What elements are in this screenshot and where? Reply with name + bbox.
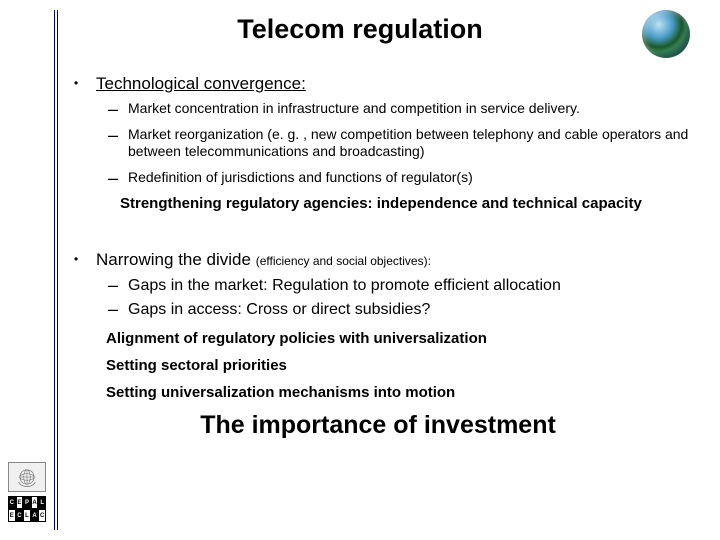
logos: C E P A L E C L A C [8, 462, 50, 522]
bullet-section-1: Technological convergence: [68, 74, 708, 94]
summary-line: Setting universalization mechanisms into… [106, 384, 708, 401]
cepal-letter: C [16, 509, 24, 522]
list-item: Market concentration in infrastructure a… [108, 100, 708, 118]
section1-heading: Technological convergence: [96, 74, 306, 93]
section2-items: Gaps in the market: Regulation to promot… [108, 276, 708, 320]
section2-heading-main: Narrowing the divide [96, 250, 256, 269]
list-item: Redefinition of jurisdictions and functi… [108, 169, 708, 187]
un-logo-icon [8, 462, 46, 492]
list-item: Market reorganization (e. g. , new compe… [108, 126, 708, 161]
globe-icon [642, 10, 690, 58]
summary-line: Setting sectoral priorities [106, 357, 708, 374]
cepal-letter: L [23, 509, 31, 522]
cepal-letter: A [31, 509, 39, 522]
summary-line: Alignment of regulatory policies with un… [106, 330, 708, 347]
cepal-letter: E [16, 496, 24, 509]
slide-content: Technological convergence: Market concen… [68, 72, 708, 440]
vertical-divider-2 [57, 10, 58, 530]
section1-items: Market concentration in infrastructure a… [108, 100, 708, 186]
cepal-letter: C [8, 496, 16, 509]
section2-summaries: Alignment of regulatory policies with un… [106, 330, 708, 401]
section2-heading-paren: (efficiency and social objectives): [256, 254, 431, 268]
cepal-letter: P [23, 496, 31, 509]
slide-title: Telecom regulation [0, 14, 720, 45]
final-statement: The importance of investment [48, 411, 708, 440]
bullet-section-2: Narrowing the divide (efficiency and soc… [68, 250, 708, 270]
section1-summary: Strengthening regulatory agencies: indep… [98, 194, 708, 214]
list-item: Gaps in the market: Regulation to promot… [108, 276, 708, 296]
vertical-divider-1 [54, 10, 55, 530]
cepal-letter: E [8, 509, 16, 522]
list-item: Gaps in access: Cross or direct subsidie… [108, 300, 708, 320]
cepal-letter: L [38, 496, 46, 509]
cepal-letter: A [31, 496, 39, 509]
cepal-letter: C [38, 509, 46, 522]
section2-heading: Narrowing the divide (efficiency and soc… [96, 250, 431, 269]
cepal-logo-icon: C E P A L E C L A C [8, 496, 46, 522]
